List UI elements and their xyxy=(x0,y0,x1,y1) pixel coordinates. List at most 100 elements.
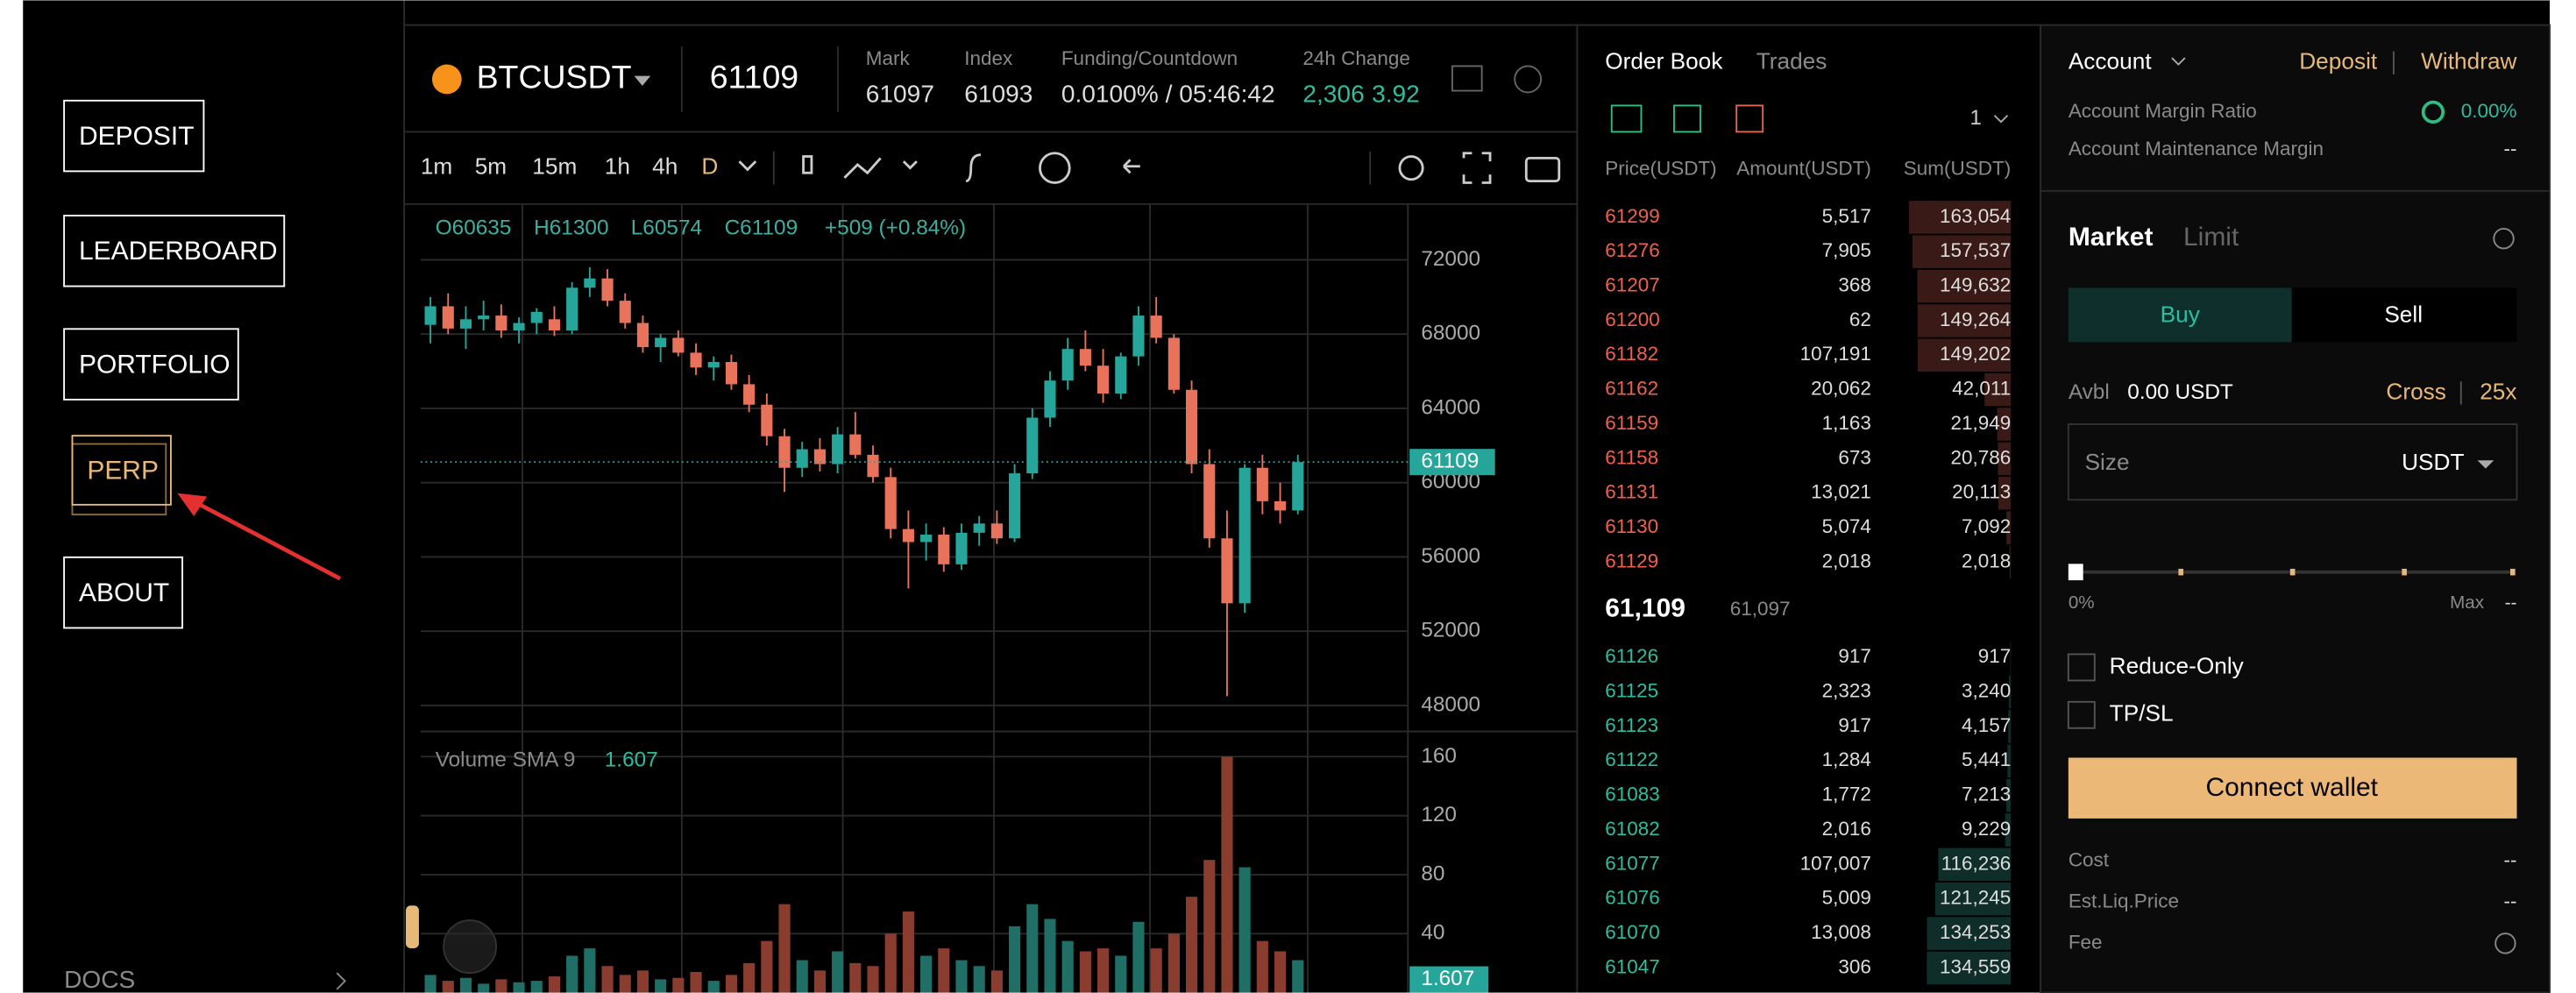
book-sum: 9,229 xyxy=(1962,818,2011,840)
depth-bar xyxy=(1917,338,2012,372)
connect-button[interactable] xyxy=(2068,757,2517,819)
checkbox-label[interactable]: Reduce-Only xyxy=(2110,652,2245,678)
volume-bar xyxy=(1274,951,1287,993)
volume-bar xyxy=(902,911,914,993)
volume-bar xyxy=(584,948,596,993)
depth-bar xyxy=(2005,813,2012,847)
book-price: 61070 xyxy=(1605,921,1660,943)
interval-button[interactable]: D xyxy=(701,153,718,180)
book-sum: 5,441 xyxy=(1962,748,2011,770)
interval-button[interactable]: 1h xyxy=(605,153,630,180)
candle-body xyxy=(707,361,720,368)
checkbox[interactable] xyxy=(2067,653,2096,682)
info-value: -- xyxy=(2504,138,2517,160)
account-menu[interactable]: Account xyxy=(2069,48,2153,74)
nav-button-label[interactable]: ABOUT xyxy=(79,578,169,607)
margin-mode[interactable]: Cross xyxy=(2386,378,2446,404)
depth-bar xyxy=(1934,882,2012,916)
buy-tab[interactable] xyxy=(2068,287,2292,343)
withdraw-link[interactable]: Withdraw xyxy=(2421,48,2517,74)
interval-button[interactable]: 5m xyxy=(475,153,507,180)
book-amount: 917 xyxy=(1838,645,1871,667)
chart-icon[interactable] xyxy=(1451,65,1483,92)
stat-label: Index xyxy=(964,47,1012,69)
volume-bar xyxy=(1115,955,1127,993)
symbol: BTCUSDT xyxy=(477,58,632,95)
candle-body xyxy=(813,449,826,465)
size-input[interactable] xyxy=(2067,423,2518,501)
order-type-tab[interactable]: Market xyxy=(2069,223,2154,252)
symbol-dropdown[interactable] xyxy=(634,75,651,86)
volume-bar xyxy=(1132,921,1145,993)
candle-body xyxy=(778,436,791,468)
book-amount: 62 xyxy=(1849,309,1871,330)
nav-button-label[interactable]: DEPOSIT xyxy=(79,122,195,151)
precision[interactable]: 1 xyxy=(1969,106,1982,130)
nav-button-label[interactable]: PORTFOLIO xyxy=(79,350,231,379)
depth-bar xyxy=(1938,848,2012,882)
candle-body xyxy=(1061,349,1074,381)
nav-button[interactable] xyxy=(63,556,183,629)
leverage[interactable]: 25x xyxy=(2480,378,2516,404)
checkbox-label[interactable]: TP/SL xyxy=(2110,700,2174,727)
candle-body xyxy=(1150,316,1162,338)
nav-button[interactable] xyxy=(63,99,205,173)
volume-bar xyxy=(990,970,1003,993)
checkbox[interactable] xyxy=(2067,700,2096,729)
nav-button[interactable] xyxy=(71,435,172,506)
buy-label[interactable]: Buy xyxy=(2161,301,2201,327)
settings-icon[interactable] xyxy=(1514,65,1543,94)
size-unit[interactable]: USDT xyxy=(2402,449,2464,475)
depth-bar xyxy=(2006,778,2012,812)
sell-label[interactable]: Sell xyxy=(2384,301,2423,327)
candle-body xyxy=(1256,467,1268,501)
candle-body xyxy=(1186,389,1198,465)
last-price: 61109 xyxy=(710,58,798,95)
book-price: 61047 xyxy=(1605,955,1660,977)
interval-button[interactable]: 1m xyxy=(421,153,452,180)
depth-bar xyxy=(2006,511,2012,544)
slider-handle[interactable] xyxy=(2068,564,2083,581)
volume-bar xyxy=(495,979,507,993)
book-amount: 107,007 xyxy=(1800,852,1871,874)
depth-bar xyxy=(2009,545,2012,579)
interval-button[interactable]: 15m xyxy=(532,153,577,180)
stat-value: 2,306 xyxy=(1302,81,1364,108)
candle-body xyxy=(478,316,490,320)
depth-bar xyxy=(1927,951,2012,985)
nav-button-label[interactable]: LEADERBOARD xyxy=(79,237,277,266)
info-icon[interactable] xyxy=(2494,933,2516,954)
volume-bar xyxy=(1097,948,1110,993)
book-price: 61125 xyxy=(1605,679,1658,701)
avbl-label: Avbl xyxy=(2069,380,2110,404)
volume-bar xyxy=(707,981,720,993)
ratio-icon xyxy=(2421,100,2445,124)
nav-button[interactable] xyxy=(63,215,286,287)
volume-bar xyxy=(459,977,472,993)
stat-label: 24h Change xyxy=(1302,47,1410,69)
connect-label[interactable]: Connect wallet xyxy=(2205,773,2378,802)
info-label: Account Maintenance Margin xyxy=(2069,138,2324,160)
account-chevron[interactable] xyxy=(2171,57,2186,66)
order-book-layout-icons[interactable] xyxy=(1610,104,2009,133)
docs-chevron[interactable] xyxy=(336,972,346,990)
info-value: 0.00% xyxy=(2461,100,2517,122)
nav-button[interactable] xyxy=(63,328,239,401)
docs-link[interactable]: DOCS xyxy=(64,966,135,993)
interval-button[interactable]: 4h xyxy=(652,153,678,180)
sell-tab[interactable] xyxy=(2291,287,2517,343)
tab[interactable]: Trades xyxy=(1756,48,1827,74)
deposit-link[interactable]: Deposit xyxy=(2299,48,2378,74)
order-type-tab[interactable]: Limit xyxy=(2183,223,2239,252)
book-price: 61076 xyxy=(1605,887,1660,909)
info-icon[interactable] xyxy=(2493,228,2515,250)
unit-dropdown[interactable] xyxy=(2477,460,2494,469)
nav-button-label[interactable]: PERP xyxy=(87,456,159,485)
book-sum: 149,632 xyxy=(1940,274,2011,296)
mark-price: 61,097 xyxy=(1730,598,1791,620)
toolbar-icons[interactable] xyxy=(738,152,1561,184)
collapse-handle[interactable] xyxy=(405,905,419,948)
candle-body xyxy=(1009,473,1021,539)
tab[interactable]: Order Book xyxy=(1605,48,1723,74)
book-sum: 20,786 xyxy=(1950,446,2011,468)
